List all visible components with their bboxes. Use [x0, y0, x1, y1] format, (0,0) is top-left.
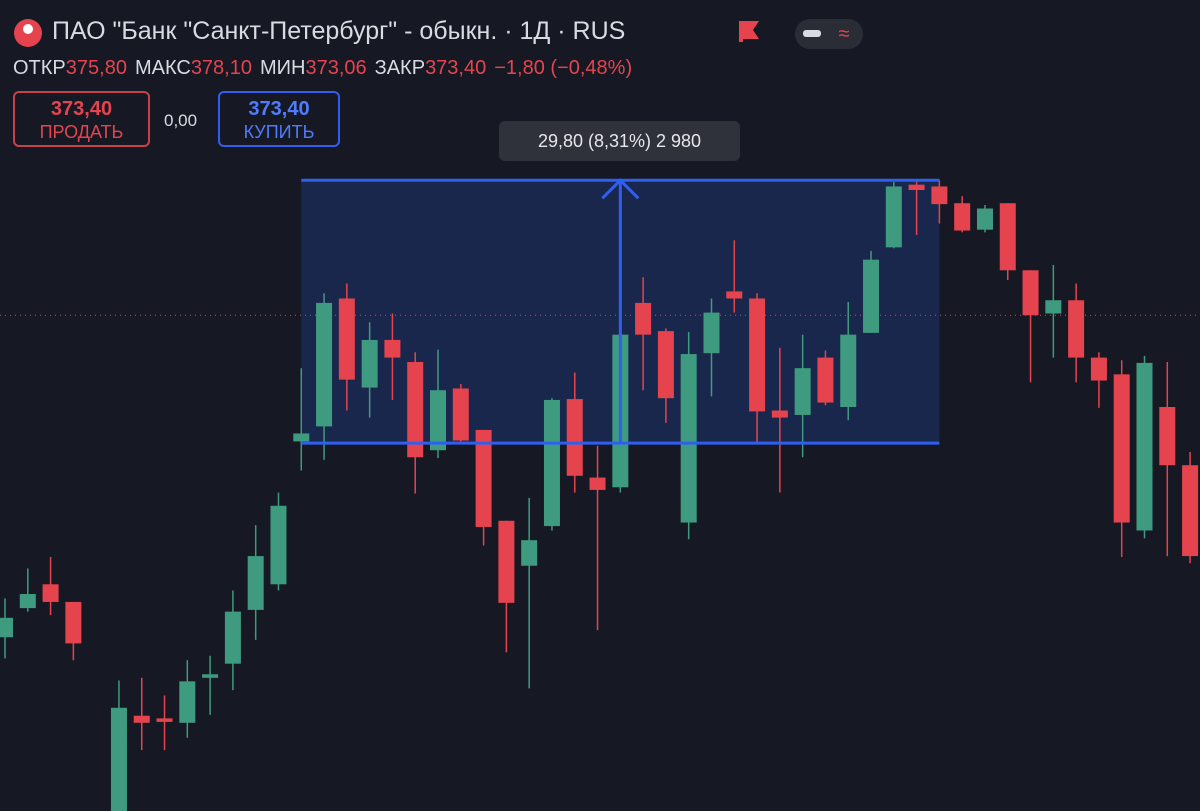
candle-body — [247, 556, 264, 610]
measure-label: 29,80 (8,31%) 2 980 — [499, 121, 740, 161]
toggle[interactable] — [795, 19, 863, 49]
candle-body — [110, 707, 127, 811]
candle-body — [543, 399, 560, 527]
candle-body — [452, 388, 469, 441]
candle-body — [338, 298, 355, 380]
candle-body — [749, 298, 766, 412]
candle-body — [817, 357, 834, 403]
candle-body — [885, 186, 902, 248]
buy-button[interactable]: 373,40 КУПИТЬ — [218, 91, 340, 147]
sell-button[interactable]: 373,40 ПРОДАТЬ — [13, 91, 150, 147]
stat-value: 373,40 — [425, 57, 487, 79]
spread: 0,00 — [164, 111, 198, 130]
sell-label: ПРОДАТЬ — [39, 122, 124, 142]
candle-body — [703, 312, 720, 354]
candle-body — [680, 354, 697, 523]
stat-label: МАКС — [134, 57, 191, 79]
toggle-icon: ≈ — [839, 23, 850, 45]
candle-body — [316, 302, 333, 427]
candle-body — [635, 302, 652, 335]
toggle-knob — [803, 30, 821, 37]
candle-body — [65, 601, 82, 644]
flag-icon[interactable] — [739, 21, 759, 42]
candle-body — [270, 505, 287, 585]
candle-body — [430, 390, 447, 451]
candle-body — [224, 611, 241, 664]
buy-label: КУПИТЬ — [243, 122, 315, 142]
candle-body — [498, 520, 515, 603]
candle-body — [771, 410, 788, 418]
price-change: −1,80 (−0,48%) — [494, 57, 633, 79]
sell-price: 373,40 — [50, 98, 113, 120]
candle-body — [42, 584, 59, 602]
candle-body — [1068, 300, 1085, 358]
candle-body — [521, 540, 538, 566]
candle-body — [931, 186, 948, 205]
candle-body — [202, 674, 219, 678]
stat-label: МИН — [259, 57, 306, 79]
candle-body — [566, 399, 583, 476]
stats-row: ОТКР375,80 МАКС378,10 МИН373,06 ЗАКР373,40−… — [13, 57, 640, 80]
candle-body — [954, 203, 971, 231]
candle-body — [1159, 406, 1176, 466]
stat-label: ОТКР — [13, 57, 66, 79]
candle-body — [863, 259, 880, 333]
candle-body — [1113, 374, 1130, 523]
candle-body — [1022, 270, 1039, 316]
candle-body — [361, 339, 378, 388]
candle-body — [179, 681, 196, 723]
candle-body — [0, 617, 13, 638]
chart-title: ПАО "Банк "Санкт-Петербург" - обыкн. · 1… — [52, 17, 626, 45]
candle-body — [1045, 300, 1062, 314]
buy-price: 373,40 — [248, 98, 310, 120]
candle-body — [1182, 465, 1199, 557]
candle-body — [407, 362, 424, 458]
candle-body — [156, 718, 173, 722]
stat-label: ЗАКР — [374, 57, 426, 79]
candle-body — [999, 203, 1016, 271]
stat-value: 373,06 — [305, 57, 367, 79]
candle-body — [726, 291, 743, 299]
measure-arrowhead — [601, 178, 640, 200]
stat-value: 378,10 — [190, 57, 252, 79]
candle-body — [133, 715, 150, 723]
candle-body — [657, 331, 674, 399]
candle-body — [19, 594, 36, 609]
candle-body — [384, 339, 401, 358]
candle-body — [976, 208, 993, 230]
plot-area — [0, 178, 1200, 811]
candle-body — [794, 368, 811, 415]
candle-body — [840, 334, 857, 407]
stat-value: 375,80 — [65, 57, 127, 79]
candle-body — [908, 184, 925, 190]
candle-body — [293, 433, 310, 442]
candle-body — [1090, 357, 1107, 381]
candle-body — [589, 477, 606, 490]
candle-body — [475, 429, 492, 527]
candle-body — [1136, 362, 1153, 531]
symbol-icon-dot — [23, 24, 33, 34]
